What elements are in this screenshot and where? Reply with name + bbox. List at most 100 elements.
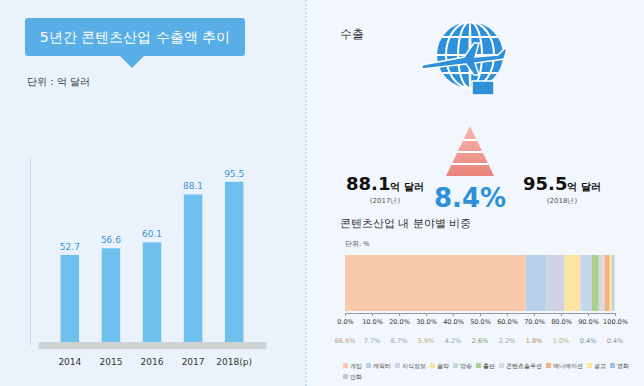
pyramid-stripe: [458, 151, 483, 153]
data-label: 88.1: [183, 181, 203, 191]
x-tick-label: 2016: [141, 357, 164, 367]
data-label: 4.2%: [445, 337, 462, 345]
y-axis: [30, 158, 31, 346]
legend-label: 만화: [350, 373, 362, 380]
legend-label: 지식정보: [402, 362, 426, 369]
data-label: 56.6: [101, 235, 121, 245]
ship: [472, 81, 494, 95]
chart-title: 콘텐츠산업 내 분야별 비중: [340, 217, 472, 230]
legend-item: 만화: [343, 373, 362, 380]
bar-segment: [345, 255, 526, 311]
data-label: 66.9%: [335, 337, 356, 345]
x-tick-label: 80.0%: [551, 318, 572, 326]
legend-swatch: [453, 363, 458, 368]
amount-year: (2018년): [547, 197, 578, 205]
x-tick: 2018(p): [216, 345, 252, 367]
y-axis-line: [30, 158, 31, 346]
data-label: 2.6%: [472, 337, 489, 345]
data-labels: 52.756.660.188.195.5: [60, 169, 244, 252]
bar-segment: [612, 255, 613, 311]
x-tick: 30.0%: [416, 313, 437, 326]
x-tick: 40.0%: [443, 313, 464, 326]
data-label: 0.4%: [580, 337, 597, 345]
x-tick-mark: [453, 313, 454, 316]
data-label: 0.4%: [607, 337, 624, 345]
legend-label: 출판: [483, 362, 495, 369]
globe-parallel: [442, 72, 497, 74]
legend-swatch: [343, 374, 348, 379]
plane: [422, 43, 507, 75]
x-tick: 2017: [182, 345, 205, 367]
bar: [225, 182, 243, 345]
amount: 88.1억 달러: [346, 173, 424, 194]
legend-swatch: [395, 363, 400, 368]
growth-rate: 8.4%: [434, 183, 506, 213]
bar: [61, 255, 79, 345]
infographic: 5년간 콘텐츠산업 수출액 추이단위 : 억 달러52.756.660.188.…: [0, 0, 644, 386]
x-tick-label: 2015: [99, 357, 122, 367]
legend-swatch: [476, 363, 481, 368]
bar-segment: [592, 255, 599, 311]
right-background: [306, 0, 644, 386]
x-axis-line: [39, 342, 267, 349]
x-tick-label: 40.0%: [443, 318, 464, 326]
bar-segment: [580, 255, 591, 311]
data-label: 2.2%: [499, 337, 516, 345]
bar-segment: [546, 255, 564, 311]
stacked-bar: [345, 255, 614, 311]
legend-label: 광고: [594, 362, 606, 369]
legend-item: 캐릭터: [366, 362, 391, 369]
x-tick-label: 50.0%: [470, 318, 491, 326]
data-labels: 66.9%7.7%6.7%5.9%4.2%2.6%2.2%1.8%1.0%0.4…: [335, 337, 624, 345]
legend-swatch: [366, 363, 371, 368]
legend-swatch: [610, 363, 615, 368]
summary-title: 수출: [340, 27, 364, 41]
legend-swatch: [430, 363, 435, 368]
legend-item: 출판: [476, 362, 495, 369]
x-tick: 10.0%: [362, 313, 383, 326]
legend-swatch: [546, 363, 551, 368]
x-tick-label: 70.0%: [524, 318, 545, 326]
x-tick: 50.0%: [470, 313, 491, 326]
left-background: [0, 0, 306, 386]
bar-segment: [565, 255, 581, 311]
x-axis: 0.0% 10.0% 20.0% 30.0% 40.0% 50.0% 60.0% 70.0% 8…: [337, 313, 628, 326]
x-tick: 100.0%: [603, 313, 628, 326]
data-label: 60.1: [142, 229, 162, 239]
legend-label: 게임: [350, 362, 362, 369]
x-tick: 70.0%: [524, 313, 545, 326]
x-tick-mark: [372, 313, 373, 316]
x-tick-label: 60.0%: [497, 318, 518, 326]
pyramid-stripe: [463, 139, 476, 141]
title-pointer: [120, 56, 144, 68]
x-tick: 60.0%: [497, 313, 518, 326]
divider: [306, 0, 307, 386]
bar-segment: [610, 255, 613, 311]
x-tick-label: 0.0%: [337, 318, 354, 326]
legend-label: 캐릭터: [373, 362, 391, 369]
x-tick-label: 30.0%: [416, 318, 437, 326]
x-tick: 2014: [58, 345, 81, 367]
legend-item: 영화: [610, 362, 629, 369]
bar-segment: [613, 255, 614, 311]
bar: [184, 194, 202, 345]
x-tick-label: 90.0%: [578, 318, 599, 326]
bar: [102, 248, 120, 345]
x-tick: 20.0%: [389, 313, 410, 326]
bars: [61, 182, 244, 345]
x-tick-label: 100.0%: [603, 318, 628, 326]
legend-label: 콘텐츠솔루션: [506, 362, 542, 369]
x-tick-mark: [588, 313, 589, 316]
x-tick-mark: [426, 313, 427, 316]
legend-item: 광고: [587, 362, 606, 369]
legend: 게임캐릭터지식정보음악방송출판콘텐츠솔루션애니메이션광고영화만화: [343, 362, 629, 380]
bar-segment: [605, 255, 610, 311]
bar-segment: [599, 255, 605, 311]
data-label: 5.9%: [418, 337, 435, 345]
data-label: 6.7%: [391, 337, 408, 345]
legend-item: 애니메이션: [546, 362, 583, 369]
chart-subtitle: 단위: %: [345, 240, 369, 248]
legend-item: 콘텐츠솔루션: [499, 362, 542, 369]
legend-label: 방송: [460, 362, 472, 369]
title-box: [25, 18, 245, 56]
